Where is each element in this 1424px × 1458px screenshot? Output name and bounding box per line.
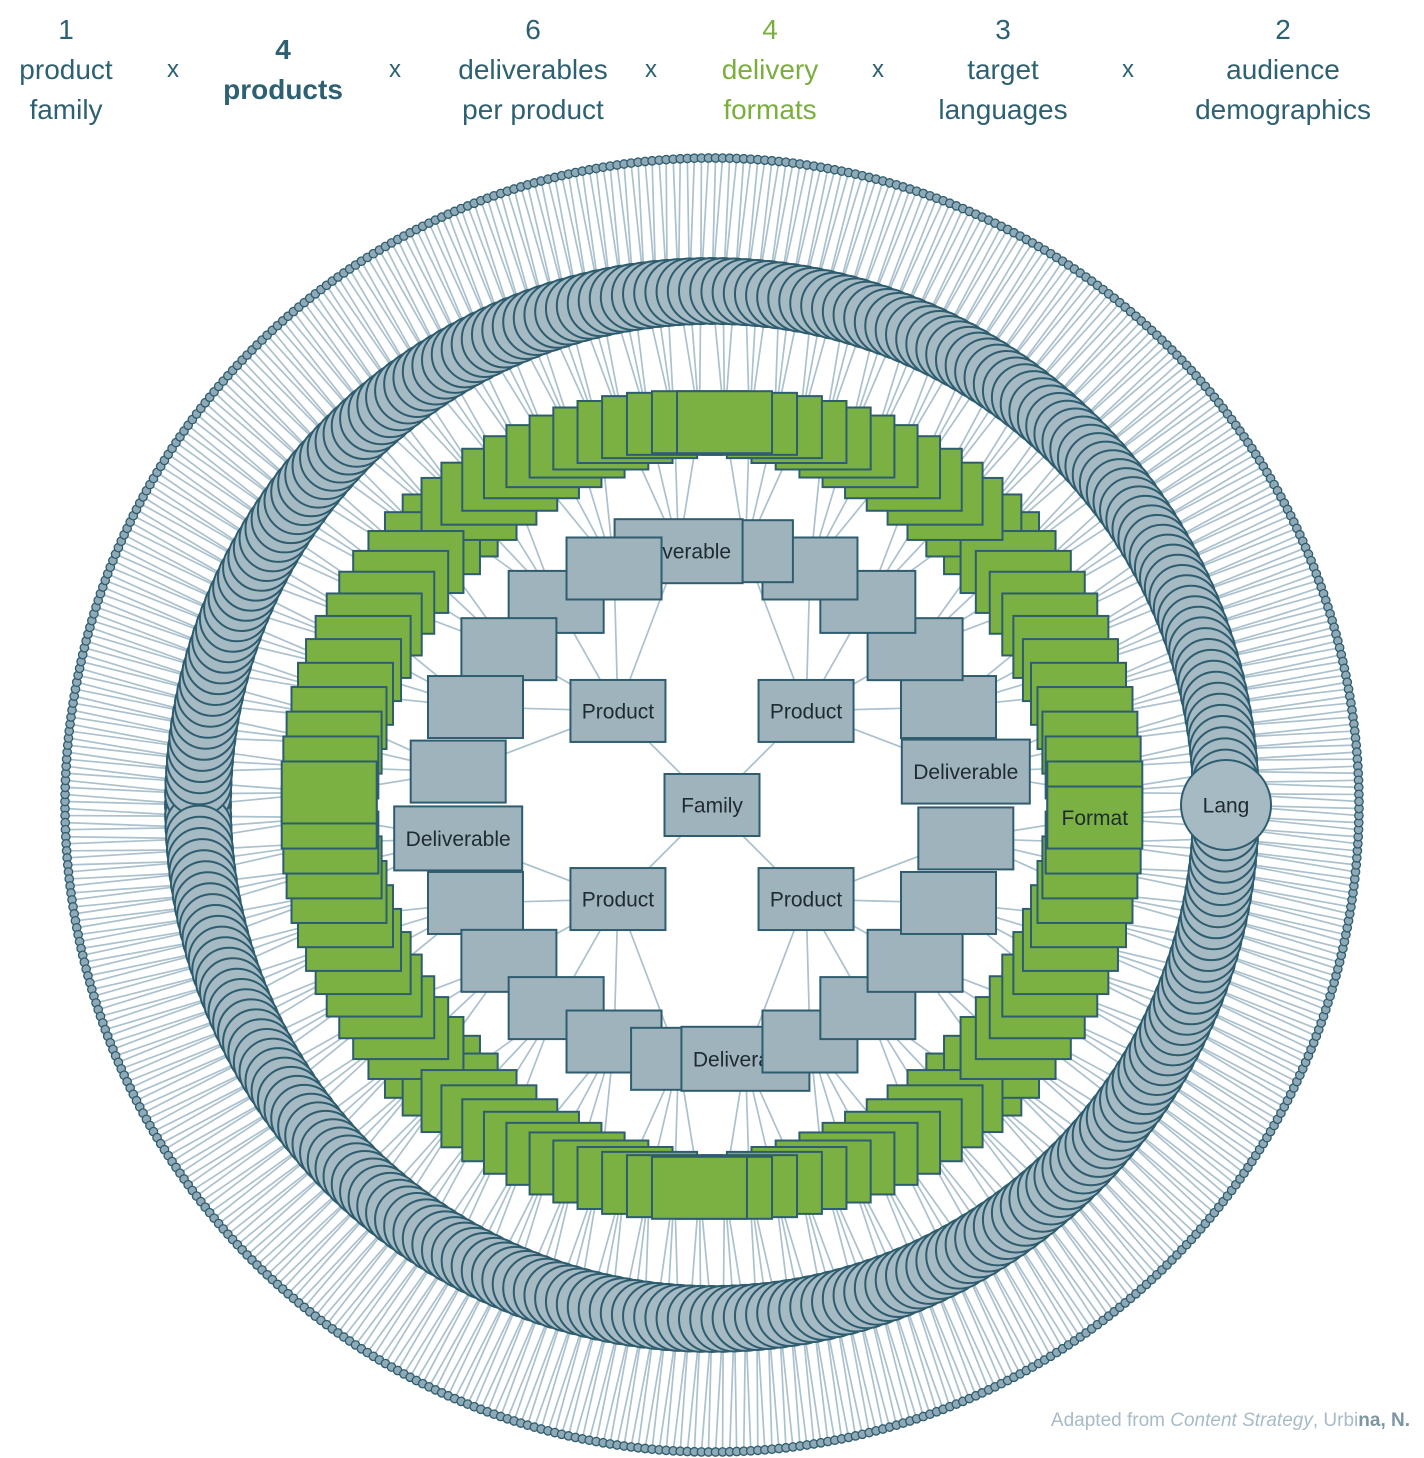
header-item-label-line: target	[967, 54, 1039, 85]
deliverable-node-box	[900, 675, 998, 740]
header-item-label-line: demographics	[1195, 94, 1371, 125]
deliverable-node-box	[393, 805, 524, 872]
header-item-number: 4	[275, 34, 291, 65]
deliverable-node: Deliverable	[900, 738, 1031, 805]
product-node-box	[569, 867, 667, 932]
header-item-audience-demographics: 2 audience demographics	[1195, 10, 1371, 130]
header-item-label-line: audience	[1226, 54, 1340, 85]
product-node: Product	[757, 867, 855, 932]
header-item-label-line: deliverables	[458, 54, 608, 85]
header-item-number: 2	[1275, 14, 1291, 45]
deliverable-node	[819, 569, 917, 634]
product-node-label: Product	[770, 889, 843, 912]
product-node-label: Product	[770, 700, 843, 723]
format-node-box	[280, 760, 378, 825]
format-node-box	[650, 1155, 748, 1220]
header-item-products: 4 products	[223, 30, 343, 110]
format-node-box	[676, 390, 774, 455]
deliverable-node	[900, 675, 998, 740]
format-node-box	[1046, 785, 1144, 850]
deliverable-node	[900, 870, 998, 935]
family-node-label: Family	[681, 795, 743, 818]
product-node-box	[569, 678, 667, 743]
language-label: Lang	[1203, 795, 1250, 818]
language-ring: Lang	[164, 257, 1272, 1353]
deliverable-node-box	[426, 870, 524, 935]
deliverable-node	[409, 739, 507, 804]
product-node-box	[757, 678, 855, 743]
demographic-dot	[1354, 796, 1364, 807]
deliverable-node-box	[917, 806, 1015, 871]
header-item-label-line: formats	[723, 94, 817, 125]
deliverable-node-label: Deliverable	[406, 828, 511, 851]
header-item-number: 6	[525, 14, 541, 45]
header-multiply-sign: x	[1122, 56, 1134, 83]
family-node-box	[663, 773, 761, 837]
center-nodes: Product Product Product Product Family	[569, 678, 855, 932]
header-item-deliverables-per-product: 6 deliverables per product	[458, 10, 607, 130]
format-node	[650, 1155, 748, 1220]
header-item-label-line: per product	[462, 94, 604, 125]
product-node-box	[757, 867, 855, 932]
header-item-label-line: products	[223, 74, 343, 105]
header-item-number: 4	[762, 14, 778, 45]
deliverable-node	[426, 675, 524, 740]
product-node-label: Product	[582, 700, 655, 723]
caption-prefix: Adapted from	[1050, 1410, 1171, 1431]
deliverable-node	[917, 806, 1015, 871]
deliverable-node-box	[409, 739, 507, 804]
header-item-number: 3	[995, 14, 1011, 45]
header-item-label-line: product	[19, 54, 113, 85]
header-multiply-sign: x	[872, 56, 884, 83]
deliverable-node-box	[565, 536, 663, 601]
format-node	[280, 760, 378, 825]
family-node: Family	[663, 773, 761, 837]
header-item-label-line: languages	[938, 94, 1068, 125]
deliverable-node-box	[426, 675, 524, 740]
product-node: Product	[569, 867, 667, 932]
header-multiply-sign: x	[167, 56, 179, 83]
language-node: Lang	[1180, 759, 1272, 851]
header-item-delivery-formats: 4 delivery formats	[722, 10, 818, 130]
header-item-label-line: family	[29, 94, 103, 125]
caption-middle: , Urbi	[1312, 1410, 1359, 1431]
caption: Adapted from Content Strategy, Urbina, N…	[1051, 1410, 1410, 1432]
format-node	[676, 390, 774, 455]
deliverable-node-box	[900, 738, 1031, 805]
language-circle	[1180, 759, 1272, 851]
header-item-label-line: delivery	[721, 54, 819, 85]
product-node: Product	[757, 678, 855, 743]
format-ring: Format	[280, 390, 1144, 1220]
deliverable-node-box	[819, 569, 917, 634]
deliverable-node-box	[900, 870, 998, 935]
product-node-label: Product	[582, 889, 655, 912]
deliverable-node	[460, 617, 558, 682]
deliverable-node-box	[866, 928, 964, 993]
header-multiply-sign: x	[645, 56, 657, 83]
demographic-dot-ring	[60, 153, 1364, 1457]
header-item-product-family: 1 product family	[19, 10, 112, 130]
format-node: Format	[1046, 785, 1144, 850]
deliverable-node: Deliverable	[393, 805, 524, 872]
header-formula: 1 product family x 4 products x 6 deliverables pe…	[0, 0, 1424, 140]
header-item-number: 1	[58, 14, 74, 45]
product-node: Product	[569, 678, 667, 743]
header-item-target-languages: 3 target languages	[938, 10, 1067, 130]
deliverable-node	[866, 928, 964, 993]
caption-source-title: Content Strategy	[1170, 1410, 1313, 1431]
header-multiply-sign: x	[389, 56, 401, 83]
deliverable-ring: DeliverableDeliverableDeliverableDeliver…	[393, 518, 1031, 1092]
deliverable-node	[565, 536, 663, 601]
deliverable-node-label: Deliverable	[913, 761, 1018, 784]
deliverable-node	[426, 870, 524, 935]
format-node-label: Format	[1062, 807, 1129, 830]
deliverable-node-box	[460, 617, 558, 682]
caption-author: na, N.	[1358, 1410, 1410, 1431]
